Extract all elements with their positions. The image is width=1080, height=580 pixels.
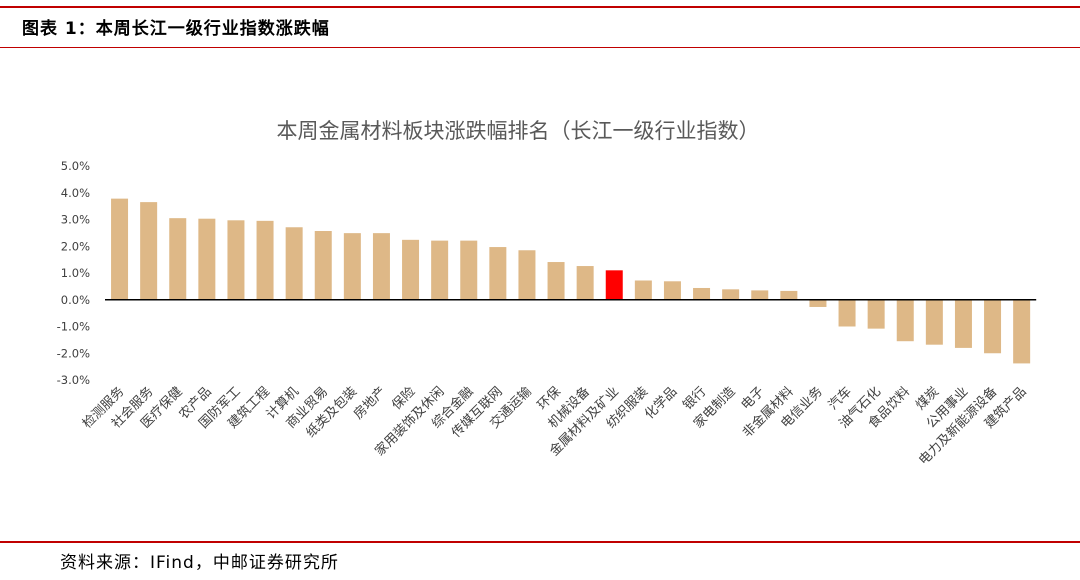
source-note: 资料来源：IFind，中邮证券研究所 — [60, 553, 339, 573]
category-label: 化学品 — [641, 384, 680, 423]
bar — [576, 266, 594, 300]
bar — [693, 287, 711, 300]
y-tick-label: 2.0% — [61, 239, 90, 253]
bar — [285, 227, 303, 300]
bar — [140, 202, 158, 300]
y-tick-label: -2.0% — [57, 346, 90, 360]
bar — [227, 220, 245, 300]
bar — [169, 218, 187, 300]
bar — [954, 299, 972, 348]
bar — [809, 299, 827, 307]
y-tick-label: 4.0% — [61, 186, 90, 200]
y-tick-label: -1.0% — [57, 320, 90, 334]
source-divider — [0, 541, 1080, 543]
bar — [1013, 299, 1031, 364]
bar — [896, 299, 914, 342]
chart-title: 本周金属材料板块涨跌幅排名（长江一级行业指数） — [277, 119, 760, 143]
bar — [722, 289, 740, 300]
bar — [547, 262, 565, 300]
bar — [867, 299, 885, 329]
bar — [256, 220, 274, 300]
bar — [605, 270, 623, 300]
bar — [751, 290, 769, 300]
category-label: 房地产 — [350, 384, 389, 423]
bar — [518, 250, 536, 300]
bar — [402, 239, 420, 300]
y-tick-label: -3.0% — [57, 373, 90, 387]
y-tick-label: 1.0% — [61, 266, 90, 280]
y-tick-label: 0.0% — [61, 293, 90, 307]
figure-title: 图表 1：本周长江一级行业指数涨跌幅 — [22, 19, 330, 39]
bar — [634, 280, 652, 300]
bar — [984, 299, 1002, 354]
bar — [372, 233, 390, 300]
bar — [460, 240, 478, 300]
bar — [431, 240, 449, 300]
bar — [198, 218, 216, 300]
bar-chart: 本周金属材料板块涨跌幅排名（长江一级行业指数） 5.0% 4.0% 3.0% 2.0%… — [57, 119, 1037, 469]
bar — [663, 281, 681, 300]
bars-group — [111, 198, 1031, 364]
y-tick-label: 5.0% — [61, 159, 90, 173]
title-divider — [0, 47, 1080, 48]
y-tick-label: 3.0% — [61, 213, 90, 227]
bar — [343, 233, 361, 300]
bar — [925, 299, 943, 345]
bar — [838, 299, 856, 327]
bar — [780, 290, 798, 300]
bar — [489, 247, 507, 300]
bar — [111, 198, 129, 300]
top-accent-rule — [0, 6, 1080, 8]
bar — [314, 231, 332, 300]
y-axis: 5.0% 4.0% 3.0% 2.0% 1.0% 0.0% -1.0% -2.0% -3.0% — [57, 159, 90, 387]
